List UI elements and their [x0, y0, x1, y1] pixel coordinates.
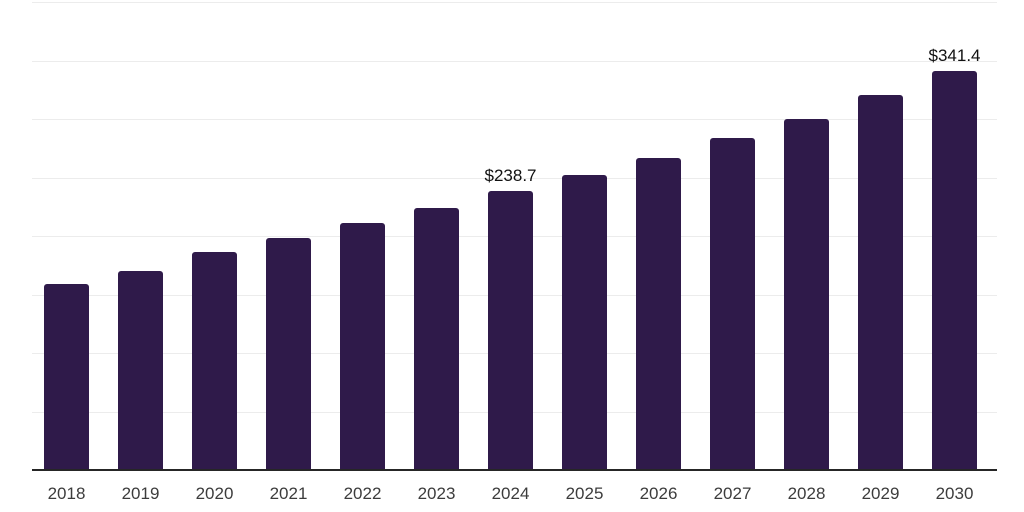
x-tick-2020: 2020: [195, 484, 234, 503]
bar-value-label-2030: $341.4: [928, 45, 981, 65]
x-axis-line: [32, 469, 997, 471]
bar-2018: [44, 283, 89, 470]
gridline: [32, 61, 997, 62]
bar-2022: [340, 223, 385, 470]
bar-2029: [858, 95, 903, 470]
x-tick-2027: 2027: [713, 484, 752, 503]
bar-2026: [636, 157, 681, 470]
gridline: [32, 178, 997, 179]
x-tick-2019: 2019: [121, 484, 160, 503]
bar-2028: [784, 119, 829, 470]
bar-2025: [562, 174, 607, 470]
bar-value-label-2024: $238.7: [484, 165, 537, 185]
x-tick-2028: 2028: [787, 484, 826, 503]
x-tick-2021: 2021: [269, 484, 308, 503]
x-tick-2022: 2022: [343, 484, 382, 503]
bar-2027: [710, 137, 755, 470]
bar-2019: [118, 271, 163, 470]
x-tick-2029: 2029: [861, 484, 900, 503]
bar-2024: [488, 190, 533, 470]
bar-2021: [266, 238, 311, 470]
bar-2030: [932, 70, 977, 470]
x-tick-2025: 2025: [565, 484, 604, 503]
gridline: [32, 119, 997, 120]
x-tick-2023: 2023: [417, 484, 456, 503]
bar-2020: [192, 252, 237, 470]
x-tick-2026: 2026: [639, 484, 678, 503]
gridline: [32, 2, 997, 3]
x-tick-2024: 2024: [491, 484, 530, 503]
x-tick-2018: 2018: [47, 484, 86, 503]
bar-2023: [414, 207, 459, 470]
x-tick-2030: 2030: [935, 484, 974, 503]
